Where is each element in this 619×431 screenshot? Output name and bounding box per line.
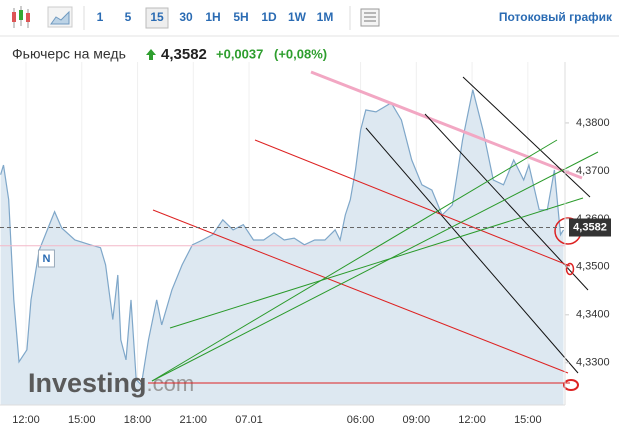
interval-button[interactable]: 1W	[288, 10, 307, 24]
watermark: Investing.com	[28, 368, 194, 398]
interval-button[interactable]: 1M	[317, 10, 334, 24]
y-tick-label: 4,3800	[576, 117, 610, 129]
annotations	[148, 70, 599, 391]
instrument-name: Фьючерс на медь	[12, 46, 126, 62]
price: 4,3582	[161, 46, 207, 63]
up-arrow	[146, 49, 156, 60]
overlay: 4,3582 N	[0, 218, 611, 268]
interval-button[interactable]: 1H	[205, 10, 220, 24]
streaming-chart-link[interactable]: Потоковый график	[499, 10, 613, 24]
x-tick-label: 12:00	[12, 414, 40, 426]
y-tick-label: 4,3400	[576, 309, 610, 321]
x-tick-label: 21:00	[180, 414, 208, 426]
table-icon[interactable]	[360, 8, 380, 27]
interval-button[interactable]: 1	[97, 10, 104, 24]
watermark-brand: Investing	[28, 368, 147, 398]
x-tick-label: 15:00	[68, 414, 96, 426]
candle-icon[interactable]	[12, 6, 30, 28]
y-tick-label: 4,3300	[576, 357, 610, 369]
price-line	[0, 89, 565, 387]
interval-buttons: 1 5 15 30 1H 5H 1D 1W 1M	[97, 7, 334, 29]
interval-button[interactable]: 1D	[261, 10, 277, 24]
interval-button[interactable]: 15	[150, 10, 164, 24]
x-tick-label: 09:00	[403, 414, 431, 426]
interval-button[interactable]: 30	[179, 10, 193, 24]
event-marker-label: N	[42, 253, 50, 265]
y-tick-label: 4,3600	[576, 213, 610, 225]
y-tick-label: 4,3500	[576, 261, 610, 273]
interval-button[interactable]: 5	[125, 10, 132, 24]
event-marker-box[interactable]	[37, 249, 55, 268]
x-tick-label: 15:00	[514, 414, 542, 426]
last-price-label: 4,3582	[573, 221, 607, 233]
interval-button[interactable]: 5H	[233, 10, 248, 24]
last-price-box	[569, 218, 611, 237]
active-interval-box	[145, 7, 169, 29]
x-tick-label: 06:00	[347, 414, 375, 426]
x-tick-label: 07.01	[235, 414, 263, 426]
plot: Investing.com	[0, 62, 565, 406]
x-tick-label: 12:00	[458, 414, 486, 426]
x-tick-label: 18:00	[124, 414, 152, 426]
change: +0,0037	[216, 46, 263, 61]
area-icon[interactable]	[47, 6, 73, 28]
change-percent: (+0,08%)	[274, 46, 327, 61]
y-tick-label: 4,3700	[576, 165, 610, 177]
area-fill	[0, 89, 564, 406]
